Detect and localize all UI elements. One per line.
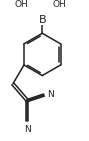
Text: N: N	[24, 125, 31, 134]
Text: OH: OH	[14, 0, 28, 9]
Text: OH: OH	[52, 0, 66, 9]
Text: B: B	[38, 16, 46, 26]
Text: N: N	[47, 90, 53, 99]
